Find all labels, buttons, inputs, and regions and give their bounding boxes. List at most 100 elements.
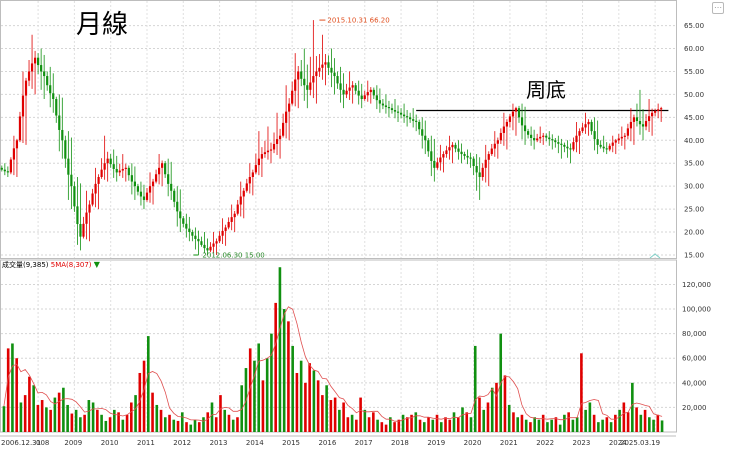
candle-body	[402, 114, 406, 117]
volume-bar	[656, 414, 660, 432]
candle-body	[399, 112, 403, 115]
candle-body	[572, 142, 575, 150]
price-tick-label: 15.00	[684, 252, 704, 260]
volume-bar	[308, 363, 311, 432]
candle-body	[511, 111, 515, 117]
candle-body	[469, 157, 472, 159]
candle-body	[493, 143, 496, 149]
candle-body	[197, 238, 200, 242]
candle-body	[118, 170, 121, 173]
candle-body	[40, 65, 43, 72]
candle-body	[415, 120, 418, 122]
volume-bar	[206, 412, 210, 432]
volume-bar	[28, 376, 31, 432]
volume-bar	[393, 422, 396, 432]
volume-bar	[333, 397, 337, 432]
candle-body	[412, 119, 415, 121]
candle-body	[487, 154, 490, 160]
candle-body	[466, 155, 469, 158]
candle-body	[478, 172, 481, 177]
volume-bar	[70, 413, 74, 432]
volume-bar	[533, 417, 536, 432]
candle-body	[336, 76, 339, 84]
volume-bar	[193, 419, 197, 432]
candle-body	[533, 138, 536, 141]
candle-body	[251, 172, 254, 177]
candle-body	[418, 121, 421, 130]
volume-bar	[261, 380, 265, 432]
volume-bar	[452, 412, 456, 432]
volume-bar	[130, 402, 133, 432]
volume-bar	[439, 422, 443, 432]
candle-body	[502, 126, 505, 133]
candle-body	[70, 174, 73, 187]
candle-body	[218, 235, 221, 242]
price-tick-label: 20.00	[684, 229, 704, 237]
candle-body	[176, 201, 179, 212]
volume-bar	[45, 407, 48, 432]
volume-bar	[435, 414, 439, 432]
candle-body	[221, 230, 224, 236]
candle-body	[297, 71, 300, 80]
candle-body	[275, 139, 279, 144]
candle-body	[345, 90, 348, 95]
candle-body	[82, 223, 85, 237]
candle-body	[206, 248, 209, 251]
x-tick-label: 2010	[101, 439, 119, 447]
volume-bar	[197, 422, 201, 432]
low-marker-label: 2012.06.30 15.00	[202, 252, 264, 260]
candle-body	[390, 108, 394, 111]
price-tick-label: 65.00	[684, 22, 704, 30]
volume-bar	[2, 406, 6, 432]
volume-bar	[363, 409, 367, 432]
candle-body	[657, 109, 660, 111]
volume-bar	[626, 412, 630, 432]
volume-bar	[448, 419, 452, 432]
candle-body	[94, 183, 97, 194]
volume-bar	[567, 412, 570, 432]
volume-bar	[202, 417, 205, 432]
volume-bar	[397, 419, 401, 432]
volume-bar	[355, 419, 358, 432]
candle-body	[55, 99, 58, 116]
volume-bar	[40, 400, 44, 432]
price-tick-label: 55.00	[684, 68, 704, 76]
volume-bar	[529, 422, 532, 432]
candle-body	[164, 163, 167, 175]
volume-bar	[660, 420, 664, 432]
candle-body	[157, 167, 161, 175]
candle-body	[520, 117, 524, 126]
volume-bar	[635, 407, 638, 432]
volume-bar	[304, 382, 307, 432]
candle-body	[406, 116, 409, 118]
volume-bar	[614, 414, 617, 432]
candle-body	[254, 165, 257, 173]
candle-body	[281, 122, 285, 136]
candle-body	[303, 78, 306, 86]
volume-tick-label: 100,000	[682, 306, 711, 314]
candle-body	[635, 117, 639, 122]
volume-bar	[359, 397, 362, 432]
candle-body	[294, 79, 297, 91]
candle-body	[61, 129, 64, 141]
volume-bar	[15, 358, 18, 432]
candle-body	[632, 117, 636, 122]
candle-body	[43, 71, 46, 77]
volume-bar	[23, 395, 27, 432]
price-tick-label: 50.00	[684, 91, 704, 99]
volume-tick-label: 60,000	[682, 355, 707, 363]
candle-body	[46, 76, 49, 86]
candle-body	[64, 140, 67, 159]
volume-bar	[410, 414, 413, 432]
candle-body	[288, 103, 291, 112]
x-tick-label: 008	[36, 439, 49, 447]
volume-bar	[329, 400, 333, 432]
volume-bar	[584, 409, 587, 432]
candle-body	[644, 121, 648, 127]
candle-body	[472, 158, 475, 166]
settings-icon[interactable]: ⋯	[712, 2, 724, 14]
x-tick-label: 2021	[500, 439, 518, 447]
candle-body	[660, 108, 663, 110]
candle-body	[650, 112, 654, 117]
candle-body	[139, 191, 143, 197]
